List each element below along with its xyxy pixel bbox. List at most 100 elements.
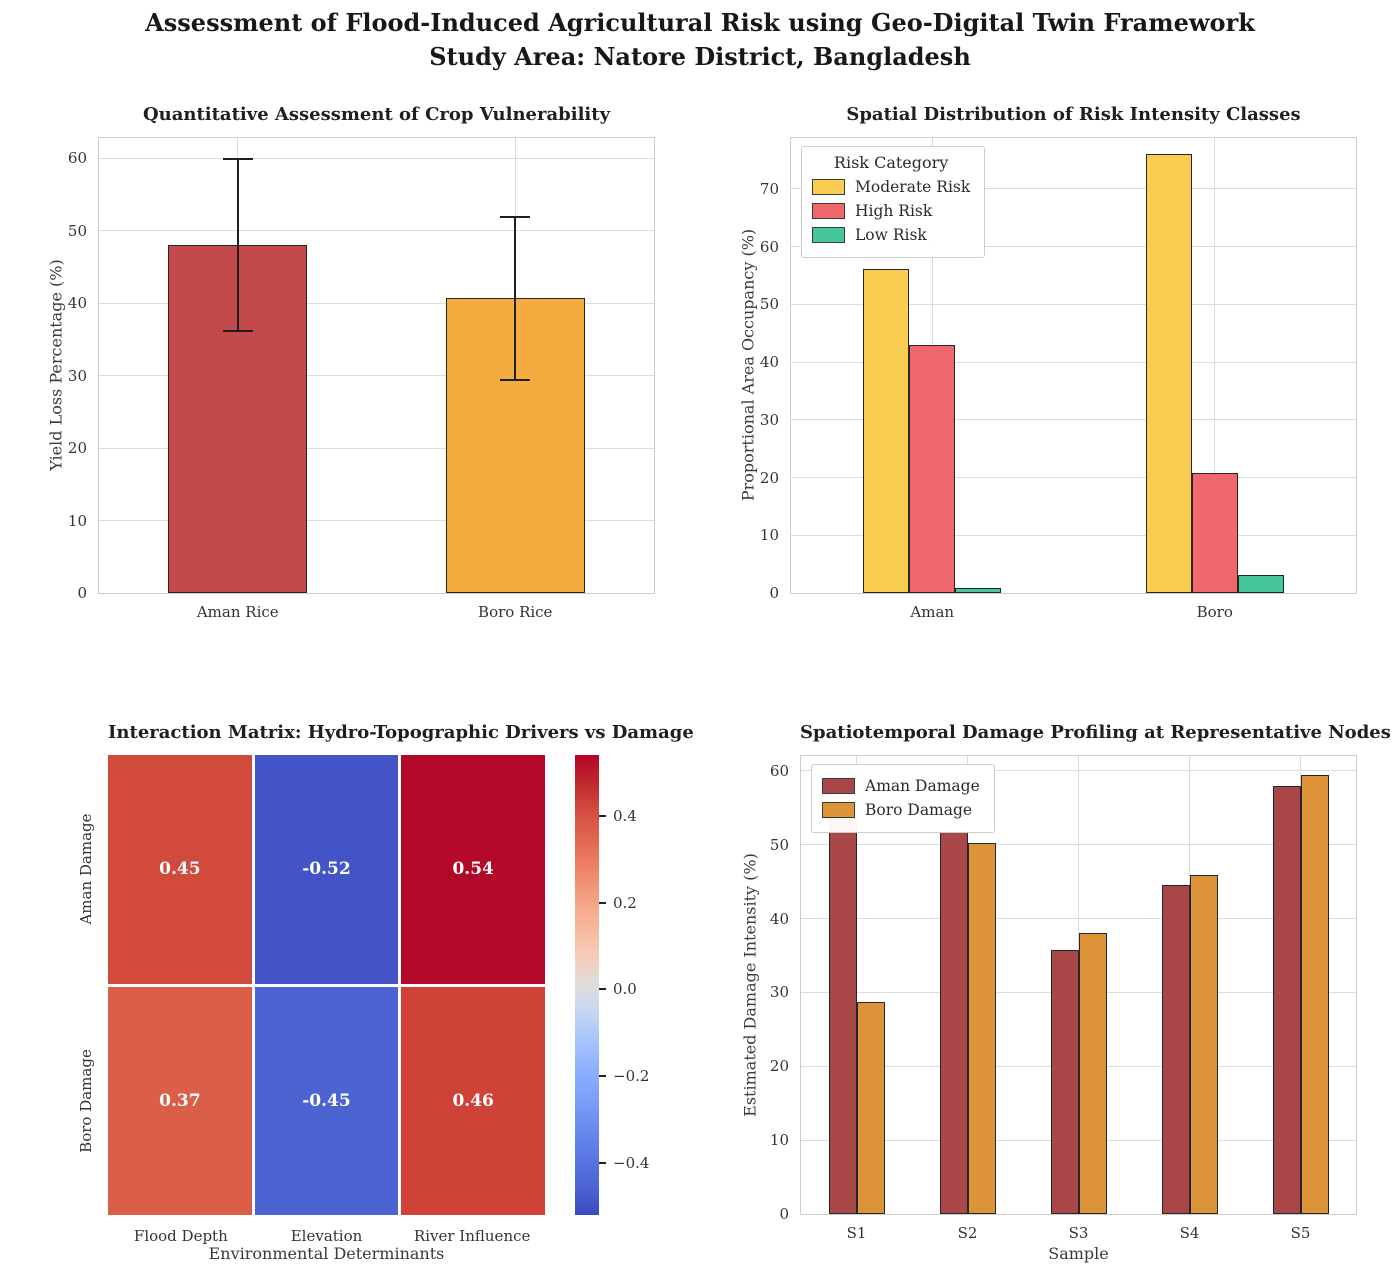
x-tick-label: Boro Rice [478, 603, 553, 621]
y-tick-label: 10 [769, 1131, 789, 1150]
legend-item: Moderate Risk [812, 178, 970, 196]
y-tick-label: 50 [759, 295, 779, 314]
y-tick-label: 20 [759, 468, 779, 487]
legend-item: Low Risk [812, 226, 970, 244]
damage-chart-xlabel: Sample [1048, 1244, 1109, 1263]
heatmap-col-label: Flood Depth [133, 1227, 228, 1245]
colorbar-tick-label: −0.2 [613, 1067, 650, 1086]
heatmap-cell: -0.45 [254, 986, 399, 1215]
y-tick-label: 50 [769, 835, 789, 854]
bar [1189, 874, 1218, 1214]
y-tick-label: 30 [769, 983, 789, 1002]
x-tick-label: S5 [1290, 1224, 1311, 1242]
x-tick-label: S3 [1068, 1224, 1089, 1242]
gridline-y [791, 534, 1356, 536]
y-tick-label: 30 [759, 410, 779, 429]
heatmap-cell-value: 0.37 [159, 1090, 201, 1111]
y-tick-label: 70 [759, 179, 779, 198]
bar [1272, 785, 1301, 1214]
gridline-y [99, 520, 654, 522]
legend-swatch [822, 778, 855, 794]
legend: Aman Damage Boro Damage [811, 764, 995, 833]
colorbar [575, 755, 599, 1215]
crop-chart-plot-area: 0 10 20 30 40 50 60 Aman Rice Boro Rice [68, 137, 655, 621]
risk-chart-plot-area: 0 10 20 30 40 50 60 70 Aman Boro Risk Category Mode… [760, 137, 1357, 621]
gridline-y [99, 157, 654, 159]
error-bar-line [514, 216, 517, 381]
gridline-y [99, 447, 654, 449]
heatmap-cell-value: 0.46 [452, 1090, 494, 1111]
error-bar-cap-bottom [222, 329, 253, 333]
x-tick-label: S2 [957, 1224, 978, 1242]
y-tick-label: 50 [67, 221, 87, 240]
bar [939, 832, 968, 1214]
colorbar-tick: −0.4 [599, 1154, 649, 1172]
legend-label: Low Risk [855, 226, 927, 244]
figure-title: Assessment of Flood-Induced Agricultural… [0, 6, 1400, 74]
legend-title: Risk Category [833, 153, 949, 172]
colorbar-tick: 0.2 [599, 894, 637, 912]
bar [1237, 574, 1284, 593]
bar [1161, 884, 1190, 1214]
gridline-y [791, 419, 1356, 421]
colorbar-tick-label: 0.4 [613, 806, 637, 825]
y-tick-label: 40 [769, 909, 789, 928]
gridline-x [1214, 138, 1216, 593]
colorbar-tick: 0.0 [599, 980, 637, 998]
heatmap-row-label: Boro Damage [77, 1048, 95, 1153]
x-tick-label: Aman Rice [196, 603, 279, 621]
bar [856, 1002, 885, 1214]
legend-swatch [812, 203, 845, 219]
heatmap-cell-value: 0.54 [452, 859, 494, 880]
bar [1300, 775, 1329, 1214]
colorbar-tick-mark [599, 988, 606, 991]
heatmap-col-label: Elevation [290, 1227, 363, 1245]
heatmap-col-label: River Influence [413, 1227, 531, 1245]
legend-label: Boro Damage [865, 801, 973, 819]
x-tick-label: Boro [1196, 603, 1233, 621]
colorbar-tick-mark [599, 1161, 606, 1164]
heatmap-cell: -0.52 [254, 755, 399, 984]
colorbar-tick: −0.2 [599, 1067, 649, 1085]
heatmap-cell: 0.54 [401, 755, 545, 984]
crop-chart-title: Quantitative Assessment of Crop Vulnerab… [142, 104, 611, 125]
gridline-y [791, 303, 1356, 305]
figure-title-line2: Study Area: Natore District, Bangladesh [429, 42, 971, 72]
gridline-y [791, 188, 1356, 190]
colorbar-tick-mark [599, 901, 606, 904]
heatmap-cell-value: 0.45 [159, 859, 201, 880]
y-tick-label: 20 [67, 439, 87, 458]
legend-swatch [812, 227, 845, 243]
y-tick-label: 10 [759, 526, 779, 545]
y-tick-label: 0 [779, 1205, 789, 1223]
colorbar-ticks: 0.4 0.2 0.0 −0.2 −0.4 [599, 755, 659, 1215]
damage-chart-title: Spatiotemporal Damage Profiling at Repre… [800, 722, 1391, 743]
x-tick-label: S1 [846, 1224, 867, 1242]
bar [1078, 932, 1107, 1214]
x-tick-label: Aman [910, 603, 955, 621]
error-bar-cap-bottom [500, 378, 531, 381]
y-tick-label: 0 [769, 584, 779, 602]
heatmap-title: Interaction Matrix: Hydro-Topographic Dr… [108, 722, 694, 743]
y-tick-label: 60 [769, 761, 789, 780]
bar [1191, 473, 1238, 593]
heatmap-xlabel: Environmental Determinants [208, 1244, 445, 1263]
colorbar-tick-label: 0.0 [613, 980, 637, 999]
legend-item: Aman Damage [822, 777, 980, 795]
heatmap-cell: 0.37 [108, 986, 252, 1215]
damage-chart-plot-area: 0 10 20 30 40 50 60 S1 S2 S3 S4 S5 Aman Damage Boro D… [770, 755, 1357, 1242]
gridline-y [99, 375, 654, 377]
heatmap-cell: 0.46 [401, 986, 545, 1215]
bar [967, 843, 996, 1214]
gridline-y [99, 302, 654, 304]
risk-chart-title: Spatial Distribution of Risk Intensity C… [846, 104, 1301, 125]
heatmap-row-label: Aman Damage [77, 813, 95, 925]
y-tick-label: 60 [759, 237, 779, 256]
y-tick-label: 30 [67, 366, 87, 385]
legend-item: Boro Damage [822, 801, 980, 819]
figure-title-line1: Assessment of Flood-Induced Agricultural… [145, 8, 1255, 37]
bar [909, 344, 956, 593]
bar [955, 588, 1002, 593]
gridline-x [856, 756, 857, 1214]
